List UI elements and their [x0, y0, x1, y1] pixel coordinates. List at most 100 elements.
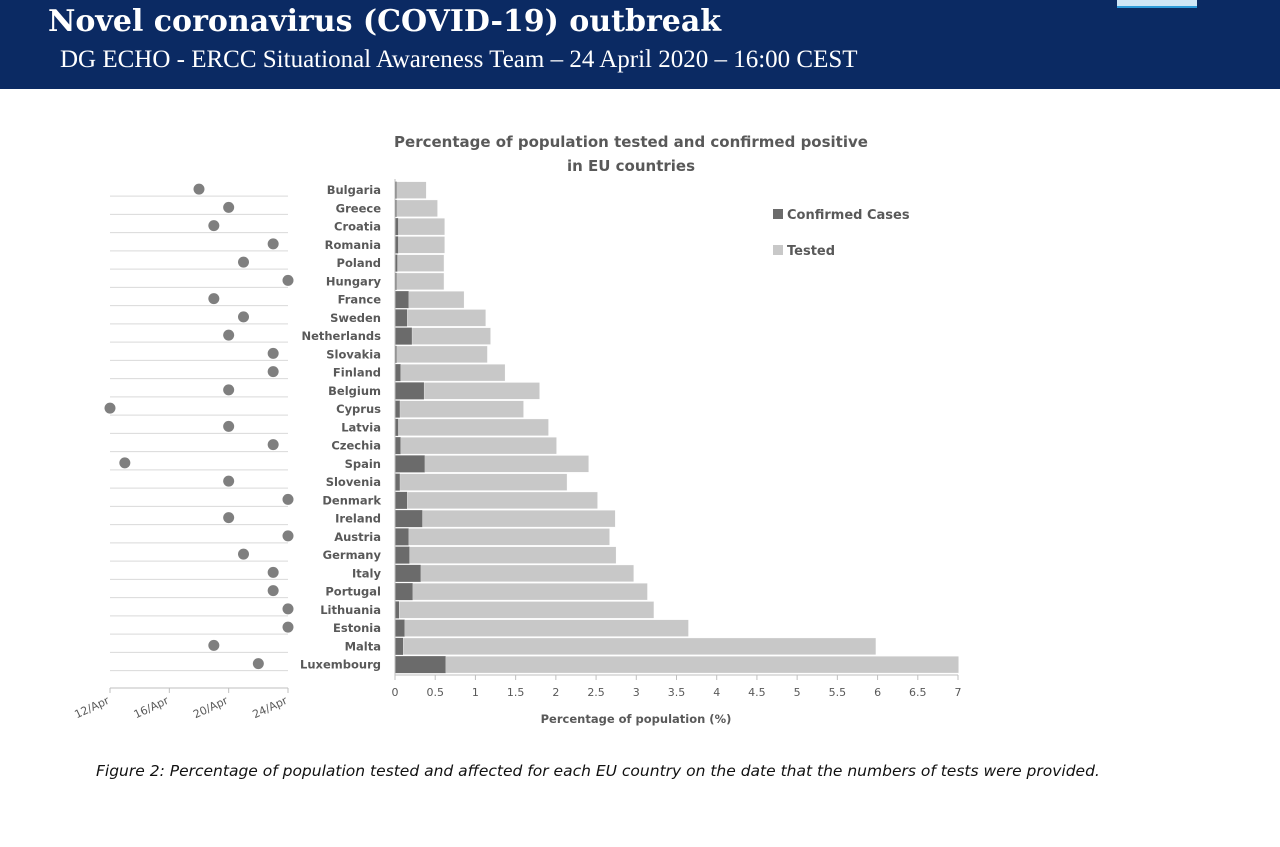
category-label: Greece — [336, 201, 382, 215]
legend-label-confirmed: Confirmed Cases — [787, 208, 910, 223]
test-date-dot — [223, 201, 235, 213]
tested-bar — [411, 327, 491, 345]
category-label: Czechia — [331, 439, 381, 453]
category-label: Ireland — [335, 512, 381, 526]
confirmed-bar — [395, 455, 425, 473]
dot-plot-x-tick-label: 12/Apr — [72, 694, 111, 722]
x-axis-tick-label: 1.5 — [507, 686, 525, 699]
confirmed-bar — [395, 364, 401, 382]
confirmed-bar — [395, 327, 412, 345]
test-date-dot — [267, 238, 279, 250]
tested-bar — [402, 637, 877, 656]
test-date-dot — [104, 402, 116, 414]
tested-bar — [396, 345, 488, 364]
tested-bar — [399, 400, 524, 418]
category-label: Netherlands — [301, 329, 381, 343]
test-date-dot — [238, 311, 249, 323]
confirmed-bar — [395, 583, 413, 601]
header-accent-bar — [1117, 0, 1197, 8]
dot-plot-x-tick-label: 16/Apr — [132, 694, 171, 722]
confirmed-bar — [395, 564, 421, 582]
legend-label-tested: Tested — [787, 244, 835, 259]
report-title: Novel coronavirus (COVID-19) outbreak — [48, 4, 722, 39]
chart-title: Percentage of population tested and conf… — [381, 130, 881, 178]
category-label: Poland — [337, 256, 381, 270]
category-label: Sweden — [330, 311, 381, 325]
test-date-dot — [267, 439, 279, 451]
confirmed-bar — [395, 619, 405, 637]
confirmed-bar — [395, 199, 397, 217]
tested-bar — [445, 655, 960, 674]
confirmed-bar — [395, 254, 398, 272]
tested-bar — [400, 363, 506, 382]
confirmed-bar — [395, 309, 408, 327]
category-label: Belgium — [328, 384, 381, 398]
test-date-dot — [119, 457, 131, 469]
category-label: Bulgaria — [327, 183, 381, 197]
x-axis-tick-label: 6.5 — [909, 686, 927, 699]
category-label: Luxembourg — [300, 658, 381, 672]
confirmed-bar — [395, 400, 400, 418]
test-date-dot — [223, 329, 235, 341]
category-label: Hungary — [326, 274, 382, 288]
test-date-dot — [223, 475, 235, 487]
confirmed-bar — [395, 236, 399, 254]
category-label: Denmark — [322, 493, 381, 507]
confirmed-bar — [395, 218, 399, 236]
tested-bar — [396, 181, 427, 199]
test-date-dot — [282, 530, 294, 542]
tested-bar — [406, 309, 487, 327]
test-date-dot — [267, 566, 279, 578]
category-label: Estonia — [333, 621, 381, 635]
figure-caption: Figure 2: Percentage of population teste… — [96, 762, 1100, 780]
x-axis-tick-label: 7 — [955, 686, 962, 699]
x-axis-tick-label: 2.5 — [587, 686, 605, 699]
confirmed-bar — [395, 491, 408, 509]
x-axis-tick-label: 2 — [552, 686, 559, 699]
test-date-dot — [252, 658, 264, 670]
category-label: Slovenia — [326, 475, 381, 489]
x-axis-tick-label: 4.5 — [748, 686, 766, 699]
category-label: Slovakia — [326, 347, 381, 361]
dot-plot-x-tick-label: 20/Apr — [191, 694, 230, 722]
confirmed-bar — [395, 546, 410, 564]
test-date-dot — [282, 274, 294, 286]
x-axis-tick-label: 1 — [472, 686, 479, 699]
tested-bar — [420, 564, 635, 583]
confirmed-bar — [395, 181, 397, 199]
confirmed-bar — [395, 510, 423, 528]
legend-swatch-tested — [773, 245, 783, 255]
tested-bar — [398, 601, 655, 619]
legend-swatch-confirmed — [773, 209, 783, 219]
tested-bar — [404, 619, 689, 637]
test-date-dot — [282, 493, 294, 505]
category-label: Cyprus — [336, 402, 381, 416]
tested-bar — [399, 473, 568, 491]
x-axis-tick-label: 5.5 — [829, 686, 847, 699]
dot-plot-x-tick-label: 24/Apr — [250, 694, 289, 722]
category-label: France — [338, 293, 382, 307]
confirmed-bar — [395, 272, 397, 290]
chart-title-line-1: Percentage of population tested and conf… — [394, 133, 868, 151]
x-axis-label: Percentage of population (%) — [541, 712, 732, 726]
category-label: Croatia — [334, 220, 381, 234]
category-label: Portugal — [325, 585, 381, 599]
test-date-dot — [223, 420, 235, 432]
tested-bar — [408, 528, 610, 546]
tested-bar — [397, 418, 549, 437]
test-date-dot — [208, 639, 220, 651]
test-date-dot — [193, 183, 205, 195]
report-subtitle: DG ECHO - ERCC Situational Awareness Tea… — [60, 46, 858, 73]
report-header: Novel coronavirus (COVID-19) outbreak DG… — [0, 0, 1280, 89]
category-label: Spain — [345, 457, 381, 471]
confirmed-bar — [395, 528, 409, 546]
category-label: Italy — [352, 566, 381, 580]
tested-bar — [409, 546, 617, 564]
tested-bar — [397, 236, 446, 254]
category-label: Austria — [334, 530, 381, 544]
category-label: Latvia — [341, 420, 381, 434]
tested-bar — [424, 455, 590, 473]
x-axis-tick-label: 4 — [713, 686, 720, 699]
confirmed-bar — [395, 345, 397, 363]
